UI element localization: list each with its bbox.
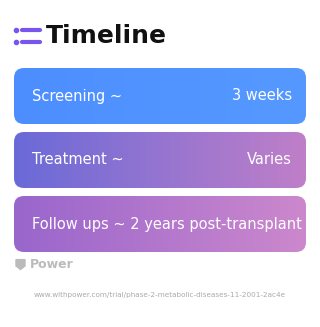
Text: Timeline: Timeline: [46, 24, 167, 48]
Text: Treatment ~: Treatment ~: [32, 152, 124, 167]
Text: Follow ups ~ 2 years post-transplant: Follow ups ~ 2 years post-transplant: [32, 216, 302, 232]
Polygon shape: [16, 260, 25, 269]
Text: Varies: Varies: [247, 152, 292, 167]
Text: Power: Power: [30, 259, 74, 271]
Text: Screening ~: Screening ~: [32, 89, 122, 104]
Text: www.withpower.com/trial/phase-2-metabolic-diseases-11-2001-2ac4e: www.withpower.com/trial/phase-2-metaboli…: [34, 292, 286, 298]
Text: 3 weeks: 3 weeks: [232, 89, 292, 104]
